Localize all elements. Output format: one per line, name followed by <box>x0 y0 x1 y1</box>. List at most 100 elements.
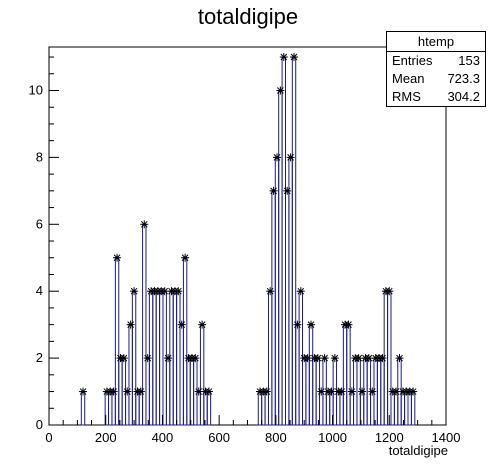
bin-marker <box>364 354 373 363</box>
x-tick-label: 400 <box>152 430 174 445</box>
bin-marker <box>119 354 128 363</box>
bin-marker <box>123 387 132 396</box>
histogram-bar <box>325 391 331 426</box>
histogram-bar <box>295 324 300 426</box>
histogram-bar <box>159 290 164 426</box>
bin-marker <box>174 287 183 296</box>
histogram-bar <box>111 391 116 426</box>
x-tick-label: 1400 <box>432 430 461 445</box>
bin-marker <box>307 320 316 329</box>
bin-marker <box>113 253 122 262</box>
histogram-bar <box>376 357 382 426</box>
histogram-bar <box>284 190 290 426</box>
bin-marker <box>378 354 387 363</box>
bin-marker <box>317 387 326 396</box>
bin-marker <box>266 287 275 296</box>
bin-marker <box>409 387 418 396</box>
bin-marker <box>269 186 278 195</box>
stats-rms-row: RMS 304.2 <box>387 88 485 106</box>
bin-marker <box>286 153 295 162</box>
histogram-bar <box>308 324 314 426</box>
histogram-bar <box>155 290 161 426</box>
histogram-bar <box>142 223 147 426</box>
stats-mean-label: Mean <box>392 71 425 86</box>
histogram-bar <box>281 56 286 426</box>
bin-marker <box>303 354 312 363</box>
histogram-bar <box>206 391 212 426</box>
bin-marker <box>368 387 377 396</box>
bin-marker <box>296 287 305 296</box>
x-tick-label: 800 <box>265 430 287 445</box>
stats-rms-value: 304.2 <box>447 89 480 104</box>
bin-marker <box>347 387 356 396</box>
bin-marker <box>327 387 336 396</box>
histogram-bar <box>342 324 348 426</box>
bin-marker <box>109 387 118 396</box>
histogram-bar <box>179 324 184 426</box>
histogram-bar <box>288 156 293 426</box>
histogram-bar <box>410 391 416 426</box>
bin-marker <box>204 387 213 396</box>
histogram-bar <box>319 391 324 426</box>
histogram-bar <box>291 56 297 426</box>
bin-marker <box>194 387 203 396</box>
histogram-bar <box>312 357 317 426</box>
chart-title: totaldigipe <box>197 4 299 29</box>
bin-marker <box>126 320 135 329</box>
histogram-bar <box>118 357 123 426</box>
stats-mean-value: 723.3 <box>447 71 480 86</box>
histogram-bar <box>114 257 120 426</box>
x-tick-label: 1200 <box>375 430 404 445</box>
stats-box-name: htemp <box>387 32 485 52</box>
histogram-bar <box>271 190 276 426</box>
histogram-bar <box>257 391 263 426</box>
y-tick-label: 6 <box>36 216 43 231</box>
bin-marker <box>130 287 139 296</box>
bin-marker <box>79 387 88 396</box>
x-tick-label: 0 <box>45 430 52 445</box>
histogram-bar <box>128 324 133 426</box>
bin-marker <box>140 220 149 229</box>
bin-marker <box>392 387 401 396</box>
bin-marker <box>198 320 207 329</box>
bin-marker <box>177 320 186 329</box>
histogram-bar <box>400 391 406 426</box>
stats-box: htemp Entries 153 Mean 723.3 RMS 304.2 <box>386 31 486 107</box>
histogram-bar <box>80 391 86 426</box>
bin-marker <box>358 387 367 396</box>
bin-markers <box>79 53 418 396</box>
stats-mean-row: Mean 723.3 <box>387 70 485 88</box>
histogram-bar <box>274 156 280 426</box>
histogram-bar <box>189 357 195 426</box>
histogram-bar <box>135 391 140 426</box>
histogram-bar <box>138 391 144 426</box>
histogram-bar <box>165 357 171 426</box>
stats-rms-label: RMS <box>392 89 421 104</box>
histogram-bar <box>380 357 385 426</box>
axes: 0 200 400 600 800 1000 1200 1400 0 2 4 6 8 10 <box>29 56 461 445</box>
histogram-bar <box>302 357 307 426</box>
y-tick-label: 8 <box>36 149 43 164</box>
histogram-bar <box>196 391 201 426</box>
histogram-bar <box>186 357 191 426</box>
x-axis-label: totaldigipe <box>388 443 448 458</box>
bin-marker <box>385 287 394 296</box>
bin-marker <box>290 53 299 62</box>
bin-marker <box>395 354 404 363</box>
histogram-bar <box>359 391 365 426</box>
bin-marker <box>330 354 339 363</box>
bin-marker <box>191 354 200 363</box>
histogram-bar <box>145 357 150 426</box>
histogram-bar <box>125 391 130 426</box>
histogram-bar <box>393 391 399 426</box>
histogram-bar <box>261 391 266 426</box>
histogram-bar <box>349 391 355 426</box>
bin-marker <box>313 354 322 363</box>
histogram-bar <box>278 89 283 426</box>
histogram-bar <box>370 391 375 426</box>
bin-marker <box>320 354 329 363</box>
histogram-bar <box>199 324 205 426</box>
histogram-bar <box>182 257 188 426</box>
y-tick-label: 4 <box>36 283 43 298</box>
